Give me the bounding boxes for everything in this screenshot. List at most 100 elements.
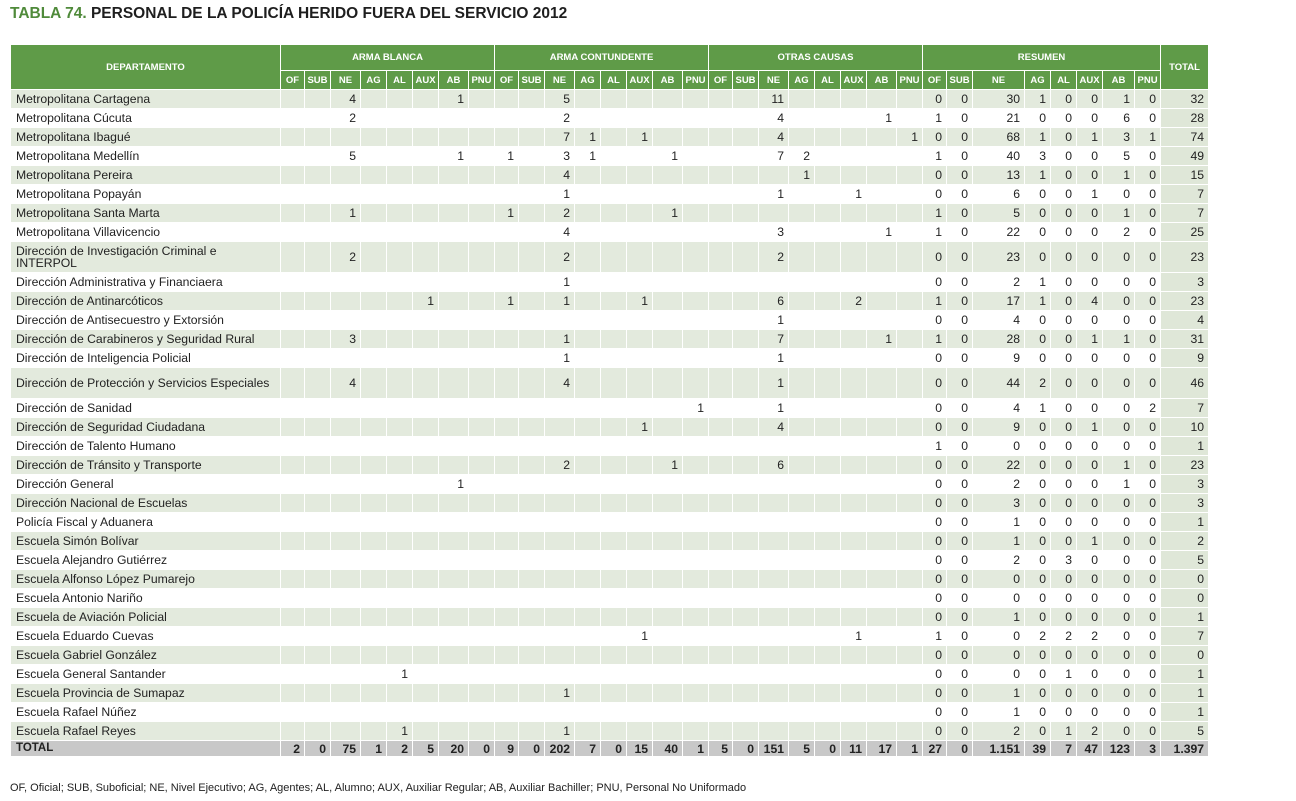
value-cell	[626, 512, 654, 532]
table-row: Metropolitana Pereira 4 1 0 0 13 1 0 0 1 0 15	[10, 165, 1210, 185]
value-cell: 1	[758, 367, 790, 399]
value-cell	[840, 348, 868, 368]
value-cell	[600, 664, 628, 684]
value-cell: 0	[922, 702, 948, 722]
value-cell	[412, 645, 439, 665]
value-cell	[708, 329, 734, 349]
value-cell	[814, 455, 842, 475]
value-cell	[652, 165, 684, 185]
value-cell: 1	[438, 146, 469, 166]
value-cell	[896, 702, 924, 722]
value-cell: 1	[972, 607, 1026, 627]
value-cell: 21	[972, 108, 1026, 128]
value-cell: 1	[972, 531, 1026, 551]
value-cell: 0	[1102, 398, 1136, 418]
value-cell	[840, 329, 868, 349]
value-cell	[467, 108, 496, 128]
value-cell: 0	[1050, 291, 1078, 311]
value-cell	[412, 417, 439, 437]
value-cell	[814, 569, 842, 589]
value-cell	[896, 550, 924, 570]
value-cell: 3	[544, 146, 576, 166]
value-cell: 22	[972, 455, 1026, 475]
value-cell	[304, 272, 331, 292]
value-cell	[708, 550, 734, 570]
value-cell	[574, 89, 602, 109]
injured-personnel-table: DEPARTAMENTO ARMA BLANCA ARMA CONTUNDENT…	[10, 44, 1210, 757]
value-cell	[626, 664, 654, 684]
subheader-sub: SUB	[518, 70, 546, 90]
value-cell	[866, 272, 898, 292]
value-cell	[494, 569, 520, 589]
value-cell: 0	[1076, 165, 1104, 185]
value-cell	[544, 664, 576, 684]
value-cell	[732, 550, 760, 570]
value-cell	[732, 348, 760, 368]
value-cell: 0	[946, 272, 974, 292]
value-cell	[600, 474, 628, 494]
value-cell	[574, 569, 602, 589]
value-cell	[788, 272, 816, 292]
value-cell: 0	[922, 645, 948, 665]
value-cell: 2	[972, 550, 1026, 570]
value-cell	[788, 108, 816, 128]
value-cell: 0	[1050, 417, 1078, 437]
value-cell	[652, 607, 684, 627]
subheader-ne: NE	[544, 70, 576, 90]
value-cell	[494, 108, 520, 128]
value-cell: 0	[1050, 569, 1078, 589]
value-cell	[412, 127, 439, 147]
value-cell: 0	[922, 721, 948, 741]
value-cell: 0	[1134, 146, 1162, 166]
department-name: Escuela Provincia de Sumapaz	[10, 683, 281, 703]
value-cell	[330, 222, 361, 242]
value-cell	[574, 417, 602, 437]
value-cell	[494, 531, 520, 551]
value-cell: 0	[1102, 348, 1136, 368]
value-cell	[682, 436, 710, 456]
department-name: Metropolitana Santa Marta	[10, 203, 281, 223]
value-cell: 1	[1102, 455, 1136, 475]
value-cell: 0	[922, 241, 948, 273]
value-cell	[574, 272, 602, 292]
value-cell	[708, 607, 734, 627]
total-value-cell: 7	[574, 740, 602, 757]
value-cell	[412, 241, 439, 273]
value-cell: 0	[1134, 531, 1162, 551]
value-cell: 0	[1050, 398, 1078, 418]
value-cell	[652, 436, 684, 456]
value-cell	[600, 108, 628, 128]
value-cell	[360, 89, 387, 109]
value-cell	[626, 241, 654, 273]
value-cell: 0	[1024, 683, 1052, 703]
value-cell	[360, 493, 387, 513]
value-cell	[412, 721, 439, 741]
value-cell	[732, 203, 760, 223]
value-cell	[438, 664, 469, 684]
table-row: Escuela Simón Bolívar 0 0 1 0 0 1 0 0 2	[10, 531, 1210, 551]
value-cell: 2	[1050, 626, 1078, 646]
value-cell	[494, 474, 520, 494]
value-cell: 1	[438, 474, 469, 494]
value-cell	[330, 702, 361, 722]
value-cell: 0	[946, 569, 974, 589]
value-cell	[708, 531, 734, 551]
value-cell: 2	[972, 272, 1026, 292]
value-cell	[544, 702, 576, 722]
value-cell: 0	[946, 146, 974, 166]
value-cell	[304, 146, 331, 166]
value-cell	[574, 702, 602, 722]
value-cell	[896, 531, 924, 551]
value-cell	[896, 291, 924, 311]
value-cell	[360, 626, 387, 646]
table-row: Escuela Alejandro Gutiérrez 0 0 2 0 3 0 0 0 5	[10, 550, 1210, 570]
department-name: Escuela Gabriel González	[10, 645, 281, 665]
value-cell	[438, 588, 469, 608]
row-total-cell: 25	[1160, 222, 1210, 242]
value-cell: 0	[922, 310, 948, 330]
value-cell: 3	[330, 329, 361, 349]
value-cell	[866, 348, 898, 368]
value-cell: 1	[922, 329, 948, 349]
value-cell	[896, 89, 924, 109]
value-cell	[866, 664, 898, 684]
